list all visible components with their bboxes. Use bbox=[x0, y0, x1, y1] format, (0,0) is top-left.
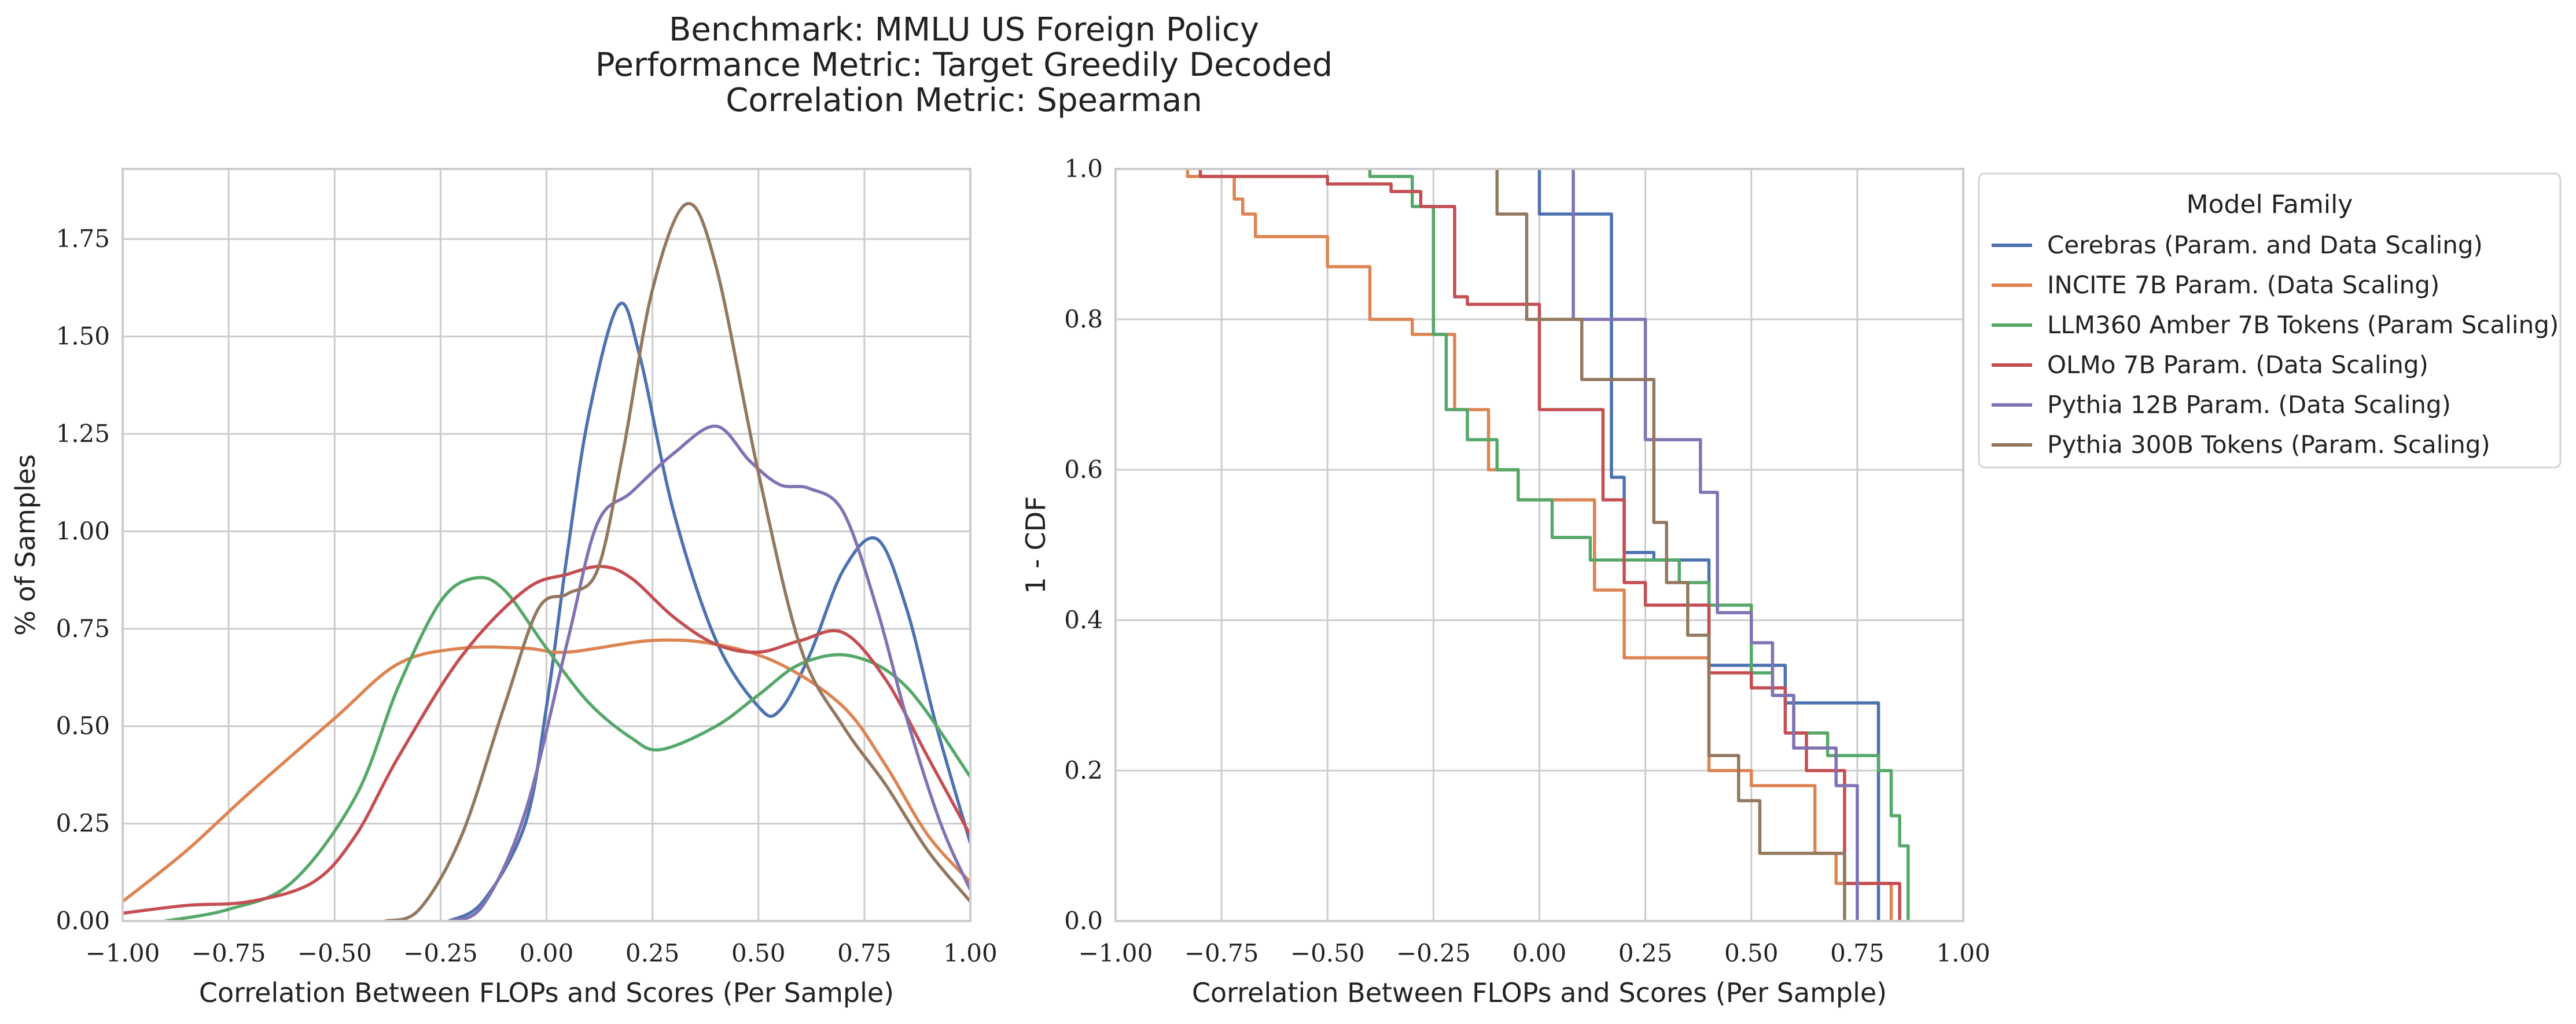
x-tick-label: −0.50 bbox=[1290, 939, 1365, 967]
series-line-llm360-amber-7b-tokens-param-scaling bbox=[164, 576, 970, 921]
title-line-1: Benchmark: MMLU US Foreign Policy bbox=[669, 11, 1259, 49]
x-tick-label: 0.50 bbox=[731, 939, 786, 967]
y-tick-label: 0.8 bbox=[1064, 305, 1103, 333]
x-tick-label: −0.25 bbox=[403, 939, 478, 967]
x-tick-label: −0.75 bbox=[1184, 939, 1259, 967]
y-tick-label: 1.25 bbox=[56, 419, 110, 448]
y-tick-label: 0.75 bbox=[56, 614, 110, 643]
grid bbox=[122, 169, 971, 922]
x-tick-label: 0.50 bbox=[1724, 939, 1779, 967]
y-tick-label: 0.50 bbox=[56, 712, 110, 740]
x-tick-label: 0.25 bbox=[625, 939, 680, 967]
series-group bbox=[123, 202, 970, 921]
y-tick-label: 1.75 bbox=[56, 224, 110, 253]
kde-plot: −1.00 −0.75 −0.50 −0.25 0.00 0.25 0.50 0.75 1.00… bbox=[10, 168, 998, 1008]
x-tick-label: −0.75 bbox=[192, 939, 266, 967]
x-tick-label: −1.00 bbox=[1079, 939, 1153, 967]
x-tick-label: 1.00 bbox=[943, 939, 998, 967]
series-line-pythia-12b-param-data-scaling bbox=[1572, 169, 1859, 921]
x-tick-label: 0.75 bbox=[1830, 939, 1885, 967]
x-tick-label: 0.00 bbox=[1513, 939, 1567, 967]
series-line-pythia-12b-param-data-scaling bbox=[448, 424, 970, 921]
legend-entry: Pythia 12B Param. (Data Scaling) bbox=[2047, 391, 2451, 419]
series-line-pythia-300b-tokens-param-scaling bbox=[385, 202, 970, 921]
y-tick-label: 1.00 bbox=[56, 517, 110, 545]
y-axis-label: % of Samples bbox=[10, 454, 41, 636]
title-line-3: Correlation Metric: Spearman bbox=[726, 82, 1202, 119]
series-line-incite-7b-param-data-scaling bbox=[123, 638, 970, 903]
x-tick-label: 0.75 bbox=[837, 939, 892, 967]
legend-entry: Pythia 300B Tokens (Param. Scaling) bbox=[2047, 430, 2490, 459]
y-tick-label: 0.6 bbox=[1064, 455, 1103, 484]
legend-entry: LLM360 Amber 7B Tokens (Param Scaling) bbox=[2047, 311, 2559, 339]
legend-entry: Cerebras (Param. and Data Scaling) bbox=[2047, 231, 2483, 259]
series-line-cerebras-param-and-data-scaling bbox=[448, 301, 970, 921]
survival-plot: −1.00 −0.75 −0.50 −0.25 0.00 0.25 0.50 0.75 1.00… bbox=[1020, 154, 1990, 1008]
x-axis-label: Correlation Between FLOPs and Scores (Pe… bbox=[199, 977, 894, 1008]
y-tick-label: 1.0 bbox=[1064, 154, 1103, 183]
y-tick-label: 0.00 bbox=[56, 907, 110, 935]
legend-title: Model Family bbox=[2187, 190, 2353, 219]
x-tick-label: 1.00 bbox=[1936, 939, 1990, 967]
series-line-olmo-7b-param-data-scaling bbox=[1198, 169, 1901, 921]
y-tick-label: 0.0 bbox=[1064, 907, 1103, 935]
series-group bbox=[1186, 169, 1910, 921]
y-axis-label: 1 - CDF bbox=[1020, 496, 1051, 594]
axes-frame bbox=[122, 168, 971, 922]
series-line-pythia-300b-tokens-param-scaling bbox=[1495, 169, 1846, 921]
x-tick-label: −0.50 bbox=[297, 939, 372, 967]
x-tick-label: 0.00 bbox=[520, 939, 574, 967]
legend-box bbox=[1978, 172, 2562, 469]
y-tick-label: 0.25 bbox=[56, 809, 110, 838]
legend-entry: INCITE 7B Param. (Data Scaling) bbox=[2047, 271, 2439, 299]
y-tick-label: 1.50 bbox=[56, 322, 110, 351]
x-tick-label: −0.25 bbox=[1396, 939, 1471, 967]
legend-entry: OLMo 7B Param. (Data Scaling) bbox=[2047, 351, 2428, 379]
y-tick-label: 0.2 bbox=[1064, 756, 1103, 784]
y-tick-label: 0.4 bbox=[1064, 606, 1103, 634]
figure-title: Benchmark: MMLU US Foreign Policy Perfor… bbox=[595, 11, 1333, 119]
x-tick-label: −1.00 bbox=[86, 939, 160, 967]
series-line-llm360-amber-7b-tokens-param-scaling bbox=[1368, 169, 1910, 921]
title-line-2: Performance Metric: Target Greedily Deco… bbox=[595, 46, 1333, 84]
axes-frame bbox=[1114, 168, 1964, 922]
x-tick-label: 0.25 bbox=[1618, 939, 1673, 967]
legend: Model Family Cerebras (Param. and Data Sc… bbox=[1978, 172, 2562, 469]
series-line-olmo-7b-param-data-scaling bbox=[123, 565, 970, 915]
grid bbox=[1114, 168, 1964, 922]
x-axis-label: Correlation Between FLOPs and Scores (Pe… bbox=[1192, 977, 1887, 1008]
